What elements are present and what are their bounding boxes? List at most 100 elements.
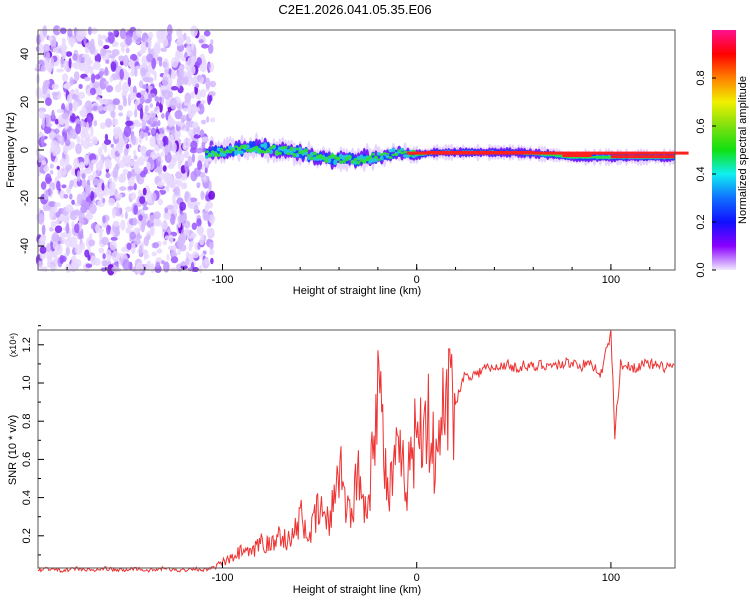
noise-blob: [103, 80, 109, 85]
y-tick-label: 0.8: [21, 414, 33, 429]
noise-blob: [87, 174, 95, 181]
noise-blob: [44, 59, 49, 70]
ridge-peak: [406, 151, 689, 155]
noise-blob: [171, 245, 177, 251]
noise-blob: [110, 143, 114, 148]
ridge-mark: [356, 160, 361, 165]
noise-blob: [52, 146, 58, 157]
noise-blob: [63, 193, 69, 199]
noise-blob: [125, 47, 130, 54]
noise-blob: [136, 92, 142, 98]
x-tick-label: -100: [211, 274, 233, 286]
noise-blob: [142, 206, 149, 211]
noise-blob: [44, 79, 51, 85]
noise-blob: [119, 28, 127, 40]
y-tick-label: 0: [19, 147, 31, 153]
noise-blob: [120, 219, 126, 231]
noise-blob: [169, 267, 178, 272]
noise-blob: [174, 109, 183, 120]
noise-blob: [112, 208, 116, 219]
noise-blob: [78, 83, 83, 90]
noise-blob: [68, 57, 72, 69]
noise-blob: [47, 256, 53, 266]
noise-blob: [199, 156, 207, 162]
noise-blob: [91, 27, 98, 35]
noise-blob: [98, 247, 105, 254]
noise-blob: [196, 125, 201, 136]
ridge-peak: [562, 154, 592, 157]
ridge-mark: [263, 142, 268, 150]
noise-blob: [149, 226, 155, 237]
bottom-y-label: SNR (10 * v/v): [7, 415, 19, 485]
noise-blob: [162, 30, 166, 36]
noise-blob: [89, 87, 96, 96]
noise-blob: [73, 209, 82, 216]
noise-blob: [161, 260, 165, 265]
noise-blob: [150, 263, 155, 274]
noise-blob: [122, 71, 130, 81]
ridge-mark: [391, 147, 396, 153]
noise-blob: [180, 182, 188, 190]
noise-blob: [69, 193, 73, 200]
noise-blob: [154, 96, 160, 102]
noise-blob: [87, 142, 94, 147]
noise-blob: [45, 177, 53, 183]
noise-blob: [80, 137, 84, 147]
noise-blob: [84, 167, 92, 174]
noise-blob: [102, 253, 106, 260]
noise-blob: [138, 49, 145, 55]
noise-blob: [197, 103, 205, 115]
noise-blob: [118, 112, 123, 117]
noise-blob: [114, 84, 122, 93]
noise-blob: [139, 107, 144, 120]
noise-blob: [187, 103, 192, 115]
noise-blob: [71, 199, 75, 205]
ridge-mark: [207, 153, 212, 158]
noise-blob: [191, 90, 195, 99]
noise-blob: [101, 236, 109, 246]
noise-blob: [78, 161, 85, 169]
y-tick-label: 0.6: [21, 452, 33, 467]
noise-blob: [137, 156, 145, 166]
noise-blob: [133, 149, 137, 157]
noise-blob: [65, 246, 70, 256]
noise-blob: [89, 203, 97, 215]
noise-blob: [164, 235, 170, 240]
ridge-mark: [266, 149, 271, 153]
noise-blob: [205, 77, 211, 90]
noise-blob: [112, 118, 119, 127]
ridge-mark: [327, 155, 332, 159]
noise-blob: [201, 136, 210, 143]
noise-blob: [158, 172, 167, 180]
ridge-mark: [347, 155, 352, 160]
noise-blob: [180, 264, 188, 270]
noise-blob: [42, 43, 50, 53]
noise-blob: [65, 222, 70, 234]
noise-blob: [90, 73, 96, 84]
ridge-mark: [312, 151, 317, 156]
noise-blob: [109, 54, 116, 59]
noise-blob: [183, 32, 187, 41]
noise-blob: [129, 231, 136, 240]
noise-blob: [187, 197, 192, 207]
noise-blob: [93, 120, 98, 127]
ridge-mark: [237, 146, 242, 151]
noise-blob: [209, 117, 216, 123]
noise-blob: [170, 256, 179, 264]
noise-blob: [56, 165, 60, 170]
noise-blob: [59, 136, 63, 142]
noise-blob: [101, 98, 109, 105]
noise-blob: [189, 197, 198, 203]
noise-blob: [41, 224, 46, 236]
noise-blob: [157, 56, 163, 61]
noise-blob: [77, 91, 86, 99]
noise-blob: [170, 57, 179, 68]
noise-blob: [56, 108, 65, 114]
noise-blob: [134, 108, 138, 118]
noise-blob: [122, 82, 129, 94]
noise-blob: [141, 119, 147, 130]
noise-blob: [52, 251, 57, 259]
noise-blob: [106, 85, 114, 93]
noise-blob: [106, 224, 111, 235]
noise-blob: [74, 223, 80, 234]
